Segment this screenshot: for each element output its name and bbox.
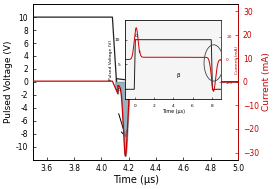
Text: β: β (176, 73, 180, 78)
X-axis label: Time (μs): Time (μs) (113, 175, 159, 185)
Y-axis label: Pulsed Voltage (V): Pulsed Voltage (V) (109, 40, 113, 80)
Y-axis label: Pulsed Voltage (V): Pulsed Voltage (V) (4, 41, 13, 123)
X-axis label: Time (μs): Time (μs) (162, 109, 185, 114)
Y-axis label: Current (mA): Current (mA) (235, 46, 239, 74)
Text: α: α (134, 33, 138, 38)
Y-axis label: Current (mA): Current (mA) (262, 52, 271, 111)
